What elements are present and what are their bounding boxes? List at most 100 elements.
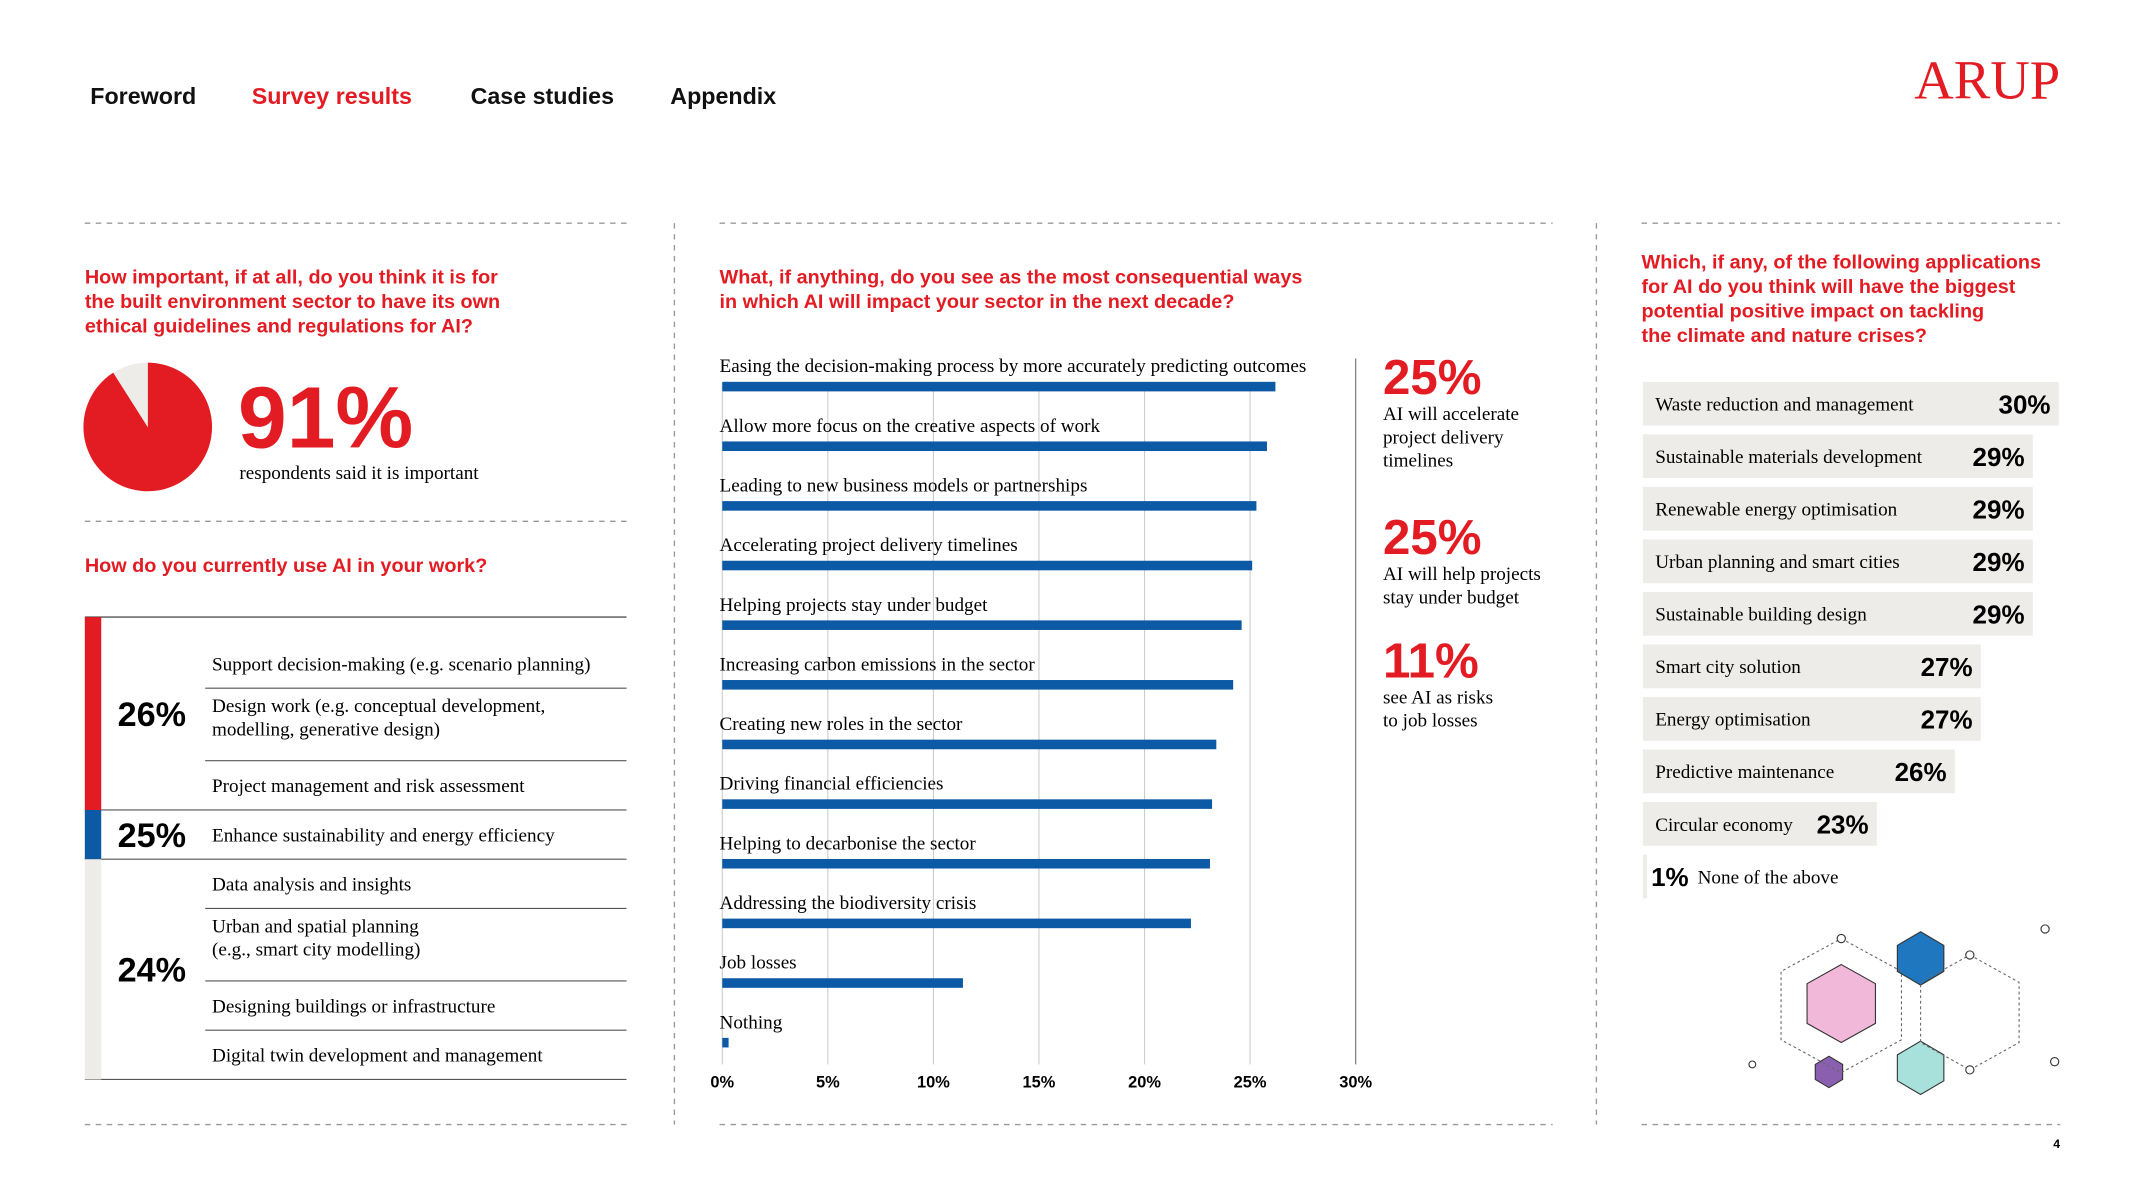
app-value: 27% [1921,704,1973,734]
nav-link[interactable]: Foreword [90,83,196,109]
app-bar [1642,486,2033,531]
app-bar [1642,644,1981,689]
x-tick-label: 25% [1234,1074,1267,1092]
category-label: Nothing [720,1012,783,1033]
category-label: Job losses [720,953,797,974]
question: Which, if any, of the following applicat… [1642,251,2042,273]
app-name: Predictive maintenance [1655,762,1834,783]
app-name: Energy optimisation [1655,710,1811,731]
logo: ARUP [1914,50,2060,111]
category-label: Easing the decision-making process by mo… [720,356,1307,377]
nav-link[interactable]: Case studies [471,83,614,109]
bar [722,978,963,988]
app-value: 26% [1895,757,1947,787]
dot [1965,1065,1975,1075]
app-value: 29% [1973,547,2025,577]
pie-rest [113,362,148,427]
hexagon [1896,931,1945,986]
table-item: (e.g., smart city modelling) [212,940,420,961]
table-item: Data analysis and insights [212,875,411,896]
dividers [84,222,2061,1126]
category-label: Addressing the biodiversity crisis [720,893,977,914]
bar [722,918,1191,929]
bar [722,858,1210,869]
bar [722,620,1242,630]
category-label: Helping to decarbonise the sector [720,833,977,854]
category-label: Leading to new business models or partne… [720,476,1088,497]
highlight-text: to job losses [1383,711,1478,732]
highlight-text: AI will accelerate [1383,404,1519,425]
x-tick-label: 0% [710,1074,734,1092]
bar [722,501,1257,511]
category-label: Creating new roles in the sector [720,714,964,735]
page-number: 4 [2053,1137,2060,1151]
x-tick-label: 15% [1023,1074,1056,1092]
highlight-text: stay under budget [1383,587,1520,608]
table-item: Enhance sustainability and energy effici… [212,825,555,846]
x-tick-label: 5% [816,1074,840,1092]
category-label: Increasing carbon emissions in the secto… [720,654,1036,675]
table-item: Design work (e.g. conceptual development… [212,696,545,717]
app-name: Sustainable materials development [1655,447,1923,468]
group-label: 24% [118,952,186,990]
hexagon-outline [1920,954,2020,1071]
app-name: Circular economy [1655,815,1793,836]
dot [1965,950,1975,960]
hexagon [1814,1055,1844,1089]
x-tick-label: 20% [1128,1074,1161,1092]
bar [722,799,1213,809]
app-name: Urban planning and smart cities [1655,552,1900,573]
app-bar [1642,591,2033,636]
dot [1836,933,1846,944]
bar [722,680,1234,690]
app-bar [1642,802,1877,846]
app-bar [1642,854,1648,899]
app-name: Renewable energy optimisation [1655,500,1897,521]
question: the built environment sector to have its… [85,291,500,313]
nav-link[interactable]: Appendix [670,83,776,109]
app-value: 30% [1999,389,2051,419]
highlight-stat: 25% [1383,350,1482,405]
big-stat: 91% [238,368,413,466]
app-value: 1% [1651,862,1689,892]
x-tick-label: 10% [917,1074,950,1092]
group-strip [84,617,102,810]
app-bar [1642,434,2033,479]
highlight-stat: 11% [1383,633,1479,688]
highlight-text: AI will help projects [1383,564,1541,585]
app-name: Waste reduction and management [1655,395,1914,416]
nav-link[interactable]: Survey results [252,83,412,109]
category-label: Driving financial efficiencies [720,774,944,795]
question: ethical guidelines and regulations for A… [85,316,473,338]
category-label: Allow more focus on the creative aspects… [720,416,1101,437]
app-bar [1642,696,1981,741]
hexagon [1806,963,1877,1044]
bar [722,381,1276,392]
x-tick-label: 30% [1339,1074,1372,1092]
app-bar [1642,381,2059,426]
question: How do you currently use AI in your work… [85,555,488,577]
app-value: 23% [1817,810,1869,840]
group-label: 25% [118,817,186,855]
bar [722,560,1253,571]
table-item: modelling, generative design) [212,719,440,740]
table-item: Support decision-making (e.g. scenario p… [212,654,590,675]
group-strip [84,859,102,1080]
app-value: 29% [1973,599,2025,629]
app-value: 27% [1921,652,1973,682]
bar [722,739,1217,750]
question: the climate and nature crises? [1642,325,1927,347]
app-name: Smart city solution [1655,657,1801,678]
bar [722,1037,729,1048]
group-strip [84,809,102,860]
category-label: Accelerating project delivery timelines [720,535,1018,556]
table-item: Designing buildings or infrastructure [212,996,495,1017]
app-bar [1642,539,2033,584]
app-name: None of the above [1698,867,1839,888]
bar [722,441,1267,452]
table-item: Urban and spatial planning [212,916,419,937]
question: How important, if at all, do you think i… [85,266,498,288]
hexagon [1896,1040,1945,1096]
highlight-text: see AI as risks [1383,687,1493,708]
category-label: Helping projects stay under budget [720,595,989,616]
